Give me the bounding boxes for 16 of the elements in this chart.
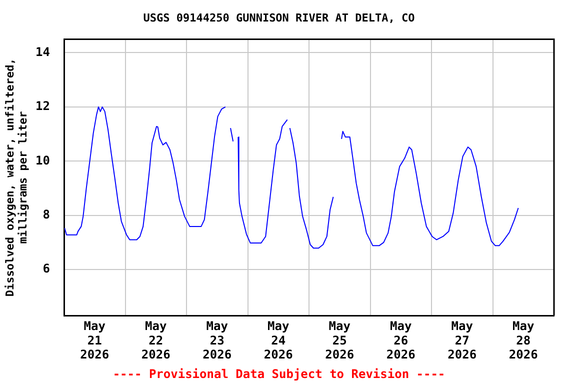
- y-tick-label: 10: [36, 153, 50, 168]
- y-tick-label: 6: [42, 262, 50, 276]
- chart-title: USGS 09144250 GUNNISON RIVER AT DELTA, CO: [143, 11, 416, 24]
- y-tick-label: 12: [36, 99, 50, 114]
- x-tick-label: May 27 2026: [448, 318, 477, 362]
- x-tick-label: May 28 2026: [508, 318, 538, 362]
- x-tick-label: May 24 2026: [264, 318, 293, 362]
- x-tick-label: May 25 2026: [325, 318, 354, 362]
- x-tick-label: May 23 2026: [202, 318, 232, 362]
- text: ---- Provisional Data Subject to Revision ----: [112, 366, 446, 381]
- x-tick-label: May 21 2026: [80, 318, 110, 362]
- y-axis-title: Dissolved oxygen, water, unfiltered, milligrams per liter: [3, 58, 30, 297]
- y-tick-label: 14: [36, 44, 50, 59]
- x-tick-label: May 26 2026: [386, 318, 416, 362]
- x-tick-label: May 22 2026: [141, 318, 170, 362]
- y-tick-label: 8: [42, 207, 50, 222]
